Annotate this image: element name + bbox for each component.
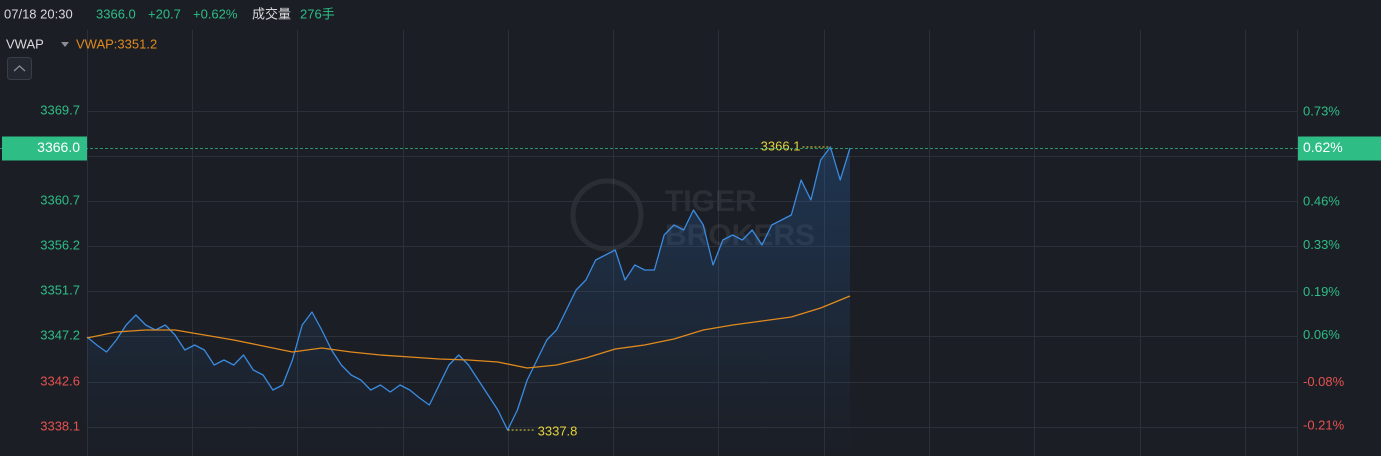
y-tick-label: 3356.2 [40, 237, 80, 252]
y2-tick-label: 0.33% [1303, 237, 1340, 252]
time: 07/18 20:30 [4, 6, 73, 21]
y-tick-label: 3347.2 [40, 327, 80, 342]
y2-tick-label: 0.46% [1303, 194, 1340, 209]
y2-tick-label: -0.21% [1303, 417, 1345, 432]
dropdown-arrow[interactable] [61, 42, 69, 47]
y-tick-label: 3360.7 [40, 192, 80, 207]
price-line [86, 146, 851, 431]
y2-tick-label: 0.19% [1303, 284, 1340, 299]
vertical-grid [87, 30, 1298, 456]
y-tick-label: 3369.7 [40, 102, 80, 117]
header: 07/18 20:30 3366.0 +20.7 +0.62% 成交量 276手 [4, 6, 335, 21]
collapse-button[interactable] [7, 57, 32, 80]
last-pct-badge [1298, 136, 1381, 161]
indicator-name[interactable]: VWAP [6, 36, 44, 51]
last-price-label: 3366.0 [37, 139, 80, 155]
vwap-line [86, 295, 851, 369]
last-pct-label: 0.62% [1303, 139, 1343, 155]
low-label: 3337.8 [538, 423, 578, 438]
volume-label: 成交量 [252, 6, 291, 21]
y2-tick-label: 0.73% [1303, 104, 1340, 119]
y-tick-label: 3351.7 [40, 282, 80, 297]
y2-tick-label: 0.06% [1303, 327, 1340, 342]
y-tick-label: 3338.1 [40, 418, 80, 433]
y-tick-label: 3342.6 [40, 373, 80, 388]
y2-tick-label: -0.08% [1303, 374, 1345, 389]
change-pct: +0.62% [193, 6, 238, 21]
price-area [87, 147, 850, 456]
last-price-badge [2, 136, 87, 161]
high-label: 3366.1 [761, 138, 801, 153]
change: +20.7 [148, 6, 181, 21]
indicator-value: VWAP:3351.2 [76, 36, 157, 51]
price: 3366.0 [96, 6, 136, 21]
volume: 276手 [300, 6, 335, 21]
